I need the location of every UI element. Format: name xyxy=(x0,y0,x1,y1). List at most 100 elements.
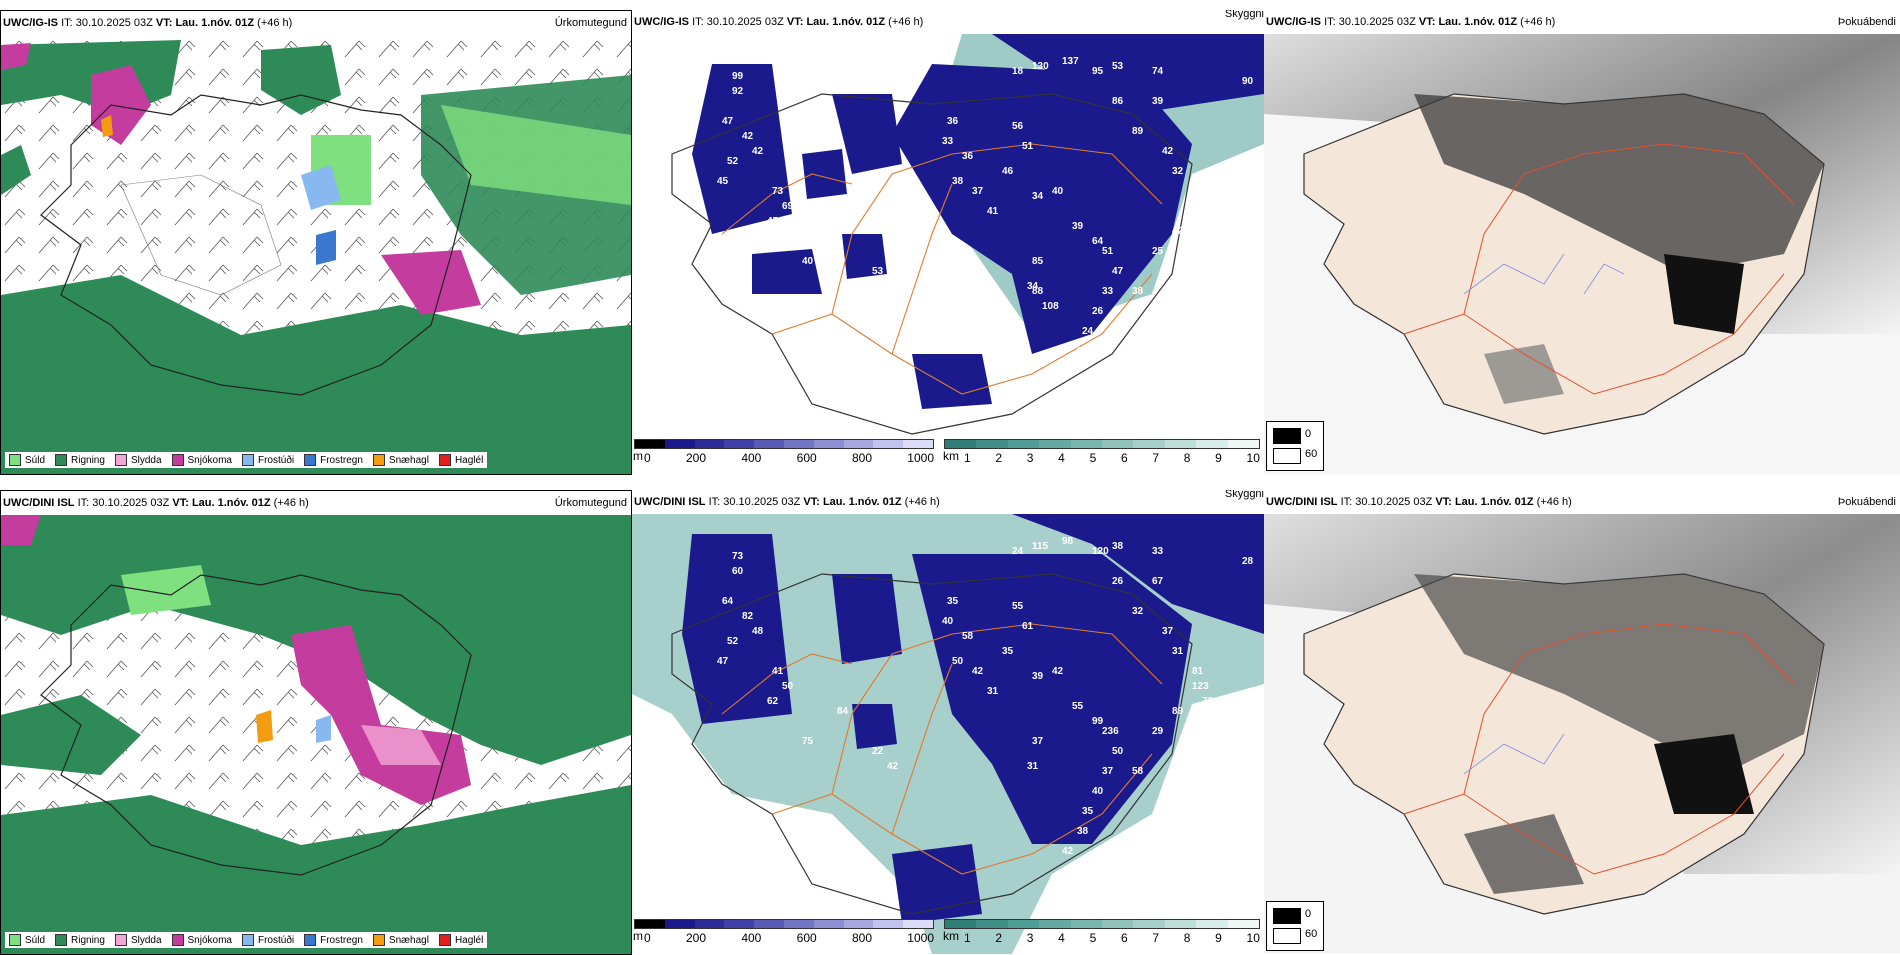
cloudbase-value-label: 89 xyxy=(1132,126,1144,137)
cloudbase-value-label: 64 xyxy=(722,596,734,607)
tick-label: 8 xyxy=(1183,931,1191,945)
lead-time: (+46 h) xyxy=(273,497,309,509)
cloudbase-value-label: 58 xyxy=(1132,766,1144,777)
tick-label: 200 xyxy=(685,451,707,465)
cloudbase-value-label: 38 xyxy=(1112,541,1124,552)
legend-item: Rigning xyxy=(55,934,105,946)
cloudbase-colorbar: m 0 200 400 600 800 1000 xyxy=(633,919,934,945)
cloudbase-value-label: 52 xyxy=(727,636,739,647)
legend-swatch xyxy=(9,454,21,466)
panel-header: UWC/IG-IS IT: 30.10.2025 03Z VT: Lau. 1.… xyxy=(632,10,1264,34)
tick-label: 5 xyxy=(1089,931,1097,945)
tick-label: 9 xyxy=(1215,451,1222,465)
precip-map[interactable] xyxy=(1,35,631,474)
cloudbase-value-label: 137 xyxy=(1062,56,1079,67)
cloudbase-value-label: 86 xyxy=(1112,96,1124,107)
cloudbase-value-label: 37 xyxy=(1032,736,1044,747)
cloudbase-value-label: 73 xyxy=(732,551,744,562)
cloudbase-value-label: 29 xyxy=(1192,186,1204,197)
legend-swatch xyxy=(372,934,385,946)
cloudbase-value-label: 108 xyxy=(1042,301,1059,312)
cloudbase-value-label: 89 xyxy=(1172,706,1184,717)
tick-label: 4 xyxy=(1058,451,1065,465)
legend-item: Frostúði xyxy=(241,454,294,466)
cloudbase-value-label: 33 xyxy=(942,136,954,147)
cloudbase-value-label: 39 xyxy=(1152,96,1164,107)
cloudbase-value-label: 39 xyxy=(1032,671,1044,682)
model-name: UWC/DINI ISL xyxy=(634,496,706,508)
tick-label: 4 xyxy=(1058,931,1065,945)
panel-header: UWC/IG-IS IT: 30.10.2025 03Z VT: Lau. 1.… xyxy=(1264,10,1900,34)
cloudbase-value-label: 38 xyxy=(1077,826,1089,837)
tick-label: 2 xyxy=(995,931,1003,945)
cloudbase-value-label: 51 xyxy=(1022,141,1034,152)
legend-item: Frostregn xyxy=(304,454,363,466)
precip-map[interactable] xyxy=(1,515,631,954)
fog-legend-light-swatch xyxy=(1273,928,1301,944)
fog-indicator-panel-bottom: UWC/DINI ISL IT: 30.10.2025 03Z VT: Lau.… xyxy=(1264,490,1900,955)
cloudbase-value-label: 26 xyxy=(1112,576,1124,587)
cloudbase-value-label: 92 xyxy=(732,86,744,97)
cloudbase-value-label: 40 xyxy=(942,616,954,627)
cloudbase-value-label: 32 xyxy=(1172,166,1184,177)
bottom-row: UWC/DINI ISL IT: 30.10.2025 03Z VT: Lau.… xyxy=(0,490,1900,955)
cloudbase-value-label: 130 xyxy=(1032,61,1049,72)
init-time: 30.10.2025 03Z xyxy=(75,17,153,29)
fog-indicator-panel-top: UWC/IG-IS IT: 30.10.2025 03Z VT: Lau. 1.… xyxy=(1264,10,1900,475)
cloudbase-value-label: 99 xyxy=(1092,716,1104,727)
fog-legend-light-swatch xyxy=(1273,448,1301,464)
cloudbase-value-label: 28 xyxy=(1242,556,1254,567)
valid-time: Lau. 1.nóv. 01Z xyxy=(191,497,271,509)
legend-item: Súld xyxy=(9,454,45,466)
cloudbase-value-label: 33 xyxy=(1152,546,1164,557)
legend-item: Snæhagl xyxy=(372,934,429,946)
cloudbase-value-label: 38 xyxy=(952,176,964,187)
cloudbase-value-label: 48 xyxy=(752,626,764,637)
cloudbase-value-label: 40 xyxy=(1092,786,1104,797)
cloudbase-value-label: 88 xyxy=(1032,286,1044,297)
legend-item: Súld xyxy=(9,934,45,946)
fog-map[interactable] xyxy=(1264,514,1900,955)
fog-legend-dark-swatch xyxy=(1273,908,1301,924)
cloudbase-value-label: 35 xyxy=(1082,806,1094,817)
panel-title: Úrkomutegund xyxy=(554,17,627,29)
cloudbase-value-label: 62 xyxy=(767,696,779,707)
cloudbase-value-label: 28 xyxy=(1192,201,1204,212)
cloud-map[interactable]: 73 60 64 82 52 48 47 41 50 62 35 40 58 50 42 31 35 55 61 39… xyxy=(632,514,1264,955)
cloudbase-value-label: 35 xyxy=(1002,646,1014,657)
cloudbase-value-label: 98 xyxy=(1062,536,1074,547)
cloudbase-value-label: 67 xyxy=(1152,576,1164,587)
cloudbase-colorbar: m 0 200 400 600 800 1000 xyxy=(633,439,934,465)
tick-label: 200 xyxy=(685,931,707,945)
cloudbase-value-label: 84 xyxy=(837,706,849,717)
cloudbase-value-label: 45 xyxy=(717,176,729,187)
init-time: 30.10.2025 03Z xyxy=(706,16,784,28)
precip-legend: Súld Rigning Slydda Snjókoma Frostúði Fr… xyxy=(5,452,488,468)
tick-label: 10 xyxy=(1246,931,1260,945)
fog-map[interactable] xyxy=(1264,34,1900,475)
model-name: UWC/DINI ISL xyxy=(3,497,75,509)
cloudbase-value-label: 50 xyxy=(1112,746,1124,757)
model-name: UWC/IG-IS xyxy=(1266,16,1321,28)
panel-title: Skyggni xyxy=(1224,10,1264,20)
tick-label: 3 xyxy=(1026,451,1034,465)
tick-label: 10 xyxy=(1246,451,1260,465)
valid-time: Lau. 1.nóv. 01Z xyxy=(1454,496,1534,508)
legend-swatch xyxy=(55,934,68,946)
tick-label: 800 xyxy=(851,451,872,465)
tick-label: 1 xyxy=(964,931,971,945)
visibility-colorbar: km 1 2 3 4 5 6 7 8 9 10 xyxy=(943,919,1260,945)
cloudbase-value-label: 57 xyxy=(887,281,899,292)
cloudbase-value-label: 120 xyxy=(1092,546,1109,557)
panel-header: UWC/DINI ISL IT: 30.10.2025 03Z VT: Lau.… xyxy=(1264,490,1900,514)
cloudbase-value-label: 22 xyxy=(872,746,884,757)
cloudbase-value-label: 37 xyxy=(972,186,984,197)
legend-item: Slydda xyxy=(114,934,162,946)
tick-label: 2 xyxy=(995,451,1003,465)
tick-label: 7 xyxy=(1152,451,1160,465)
tick-label: 7 xyxy=(1152,931,1160,945)
lead-time: (+46 h) xyxy=(1536,496,1572,508)
legend-item: Snæhagl xyxy=(372,454,429,466)
cloudbase-value-label: 36 xyxy=(947,116,959,127)
cloud-map[interactable]: 99 92 47 42 52 42 45 73 69 45 36 33 36 38 37 41 46 56 51 34… xyxy=(632,34,1264,475)
